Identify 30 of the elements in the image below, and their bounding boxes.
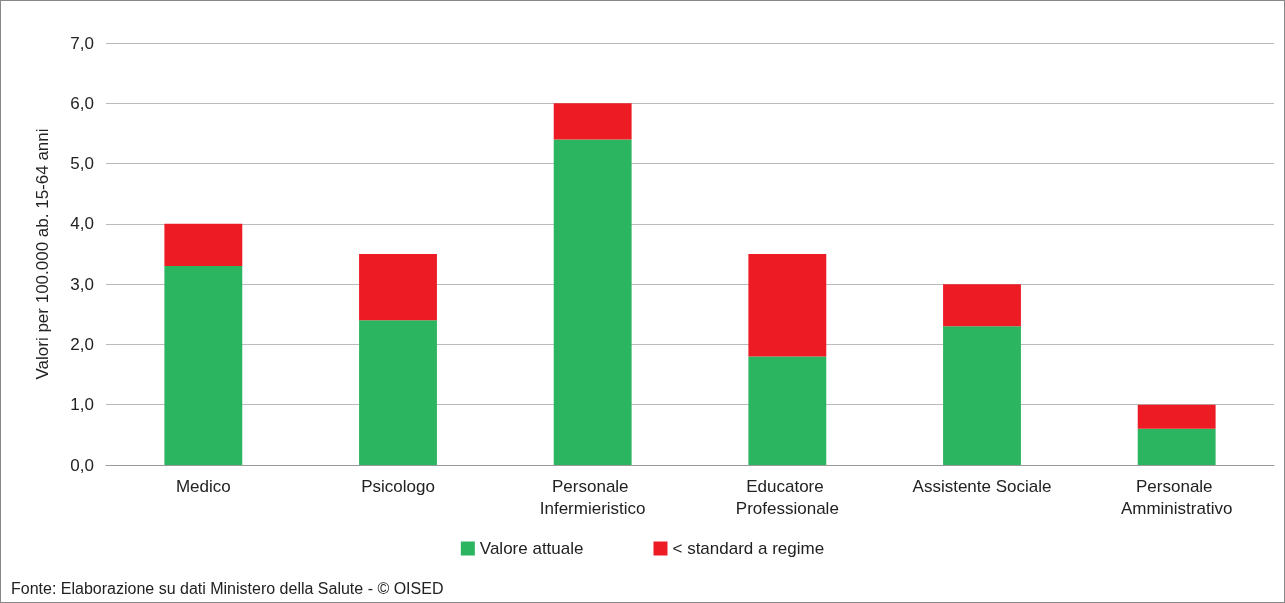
y-tick-label: 7,0 (70, 33, 94, 53)
y-tick-label: 1,0 (70, 395, 94, 415)
source-note: Fonte: Elaborazione su dati Ministero della Salute - © OISED (11, 579, 444, 597)
x-tick-label: Personale Infermieristico (539, 476, 646, 518)
y-tick-label: 0,0 (70, 455, 94, 475)
bar (553, 139, 632, 465)
x-tick-label: Personale Amministrativo (1120, 476, 1233, 518)
y-tick-label: 3,0 (70, 274, 94, 294)
bar (164, 266, 243, 465)
y-tick-label: 5,0 (70, 154, 94, 174)
bar (943, 284, 1021, 327)
bar (553, 103, 632, 140)
x-tick-label: Medico (175, 476, 231, 496)
y-axis-title: Valori per 100.000 ab. 15-64 anni (33, 128, 52, 380)
x-tick-label: Educatore Professionale (735, 476, 839, 518)
bar (1137, 428, 1216, 465)
bar (164, 223, 243, 267)
bar (748, 254, 827, 357)
bar (748, 356, 827, 465)
bar (359, 254, 437, 321)
legend-label: < standard a regime (672, 539, 825, 558)
legend-label: Valore attuale (479, 539, 584, 558)
bar (1137, 404, 1216, 429)
y-tick-label: 4,0 (70, 214, 94, 234)
y-tick-label: 6,0 (70, 93, 94, 113)
x-tick-label: Assistente Sociale (912, 476, 1052, 496)
y-tick-label: 2,0 (70, 334, 94, 354)
x-tick-label: Psicologo (361, 476, 435, 496)
bar (359, 320, 437, 465)
bar (943, 326, 1021, 465)
